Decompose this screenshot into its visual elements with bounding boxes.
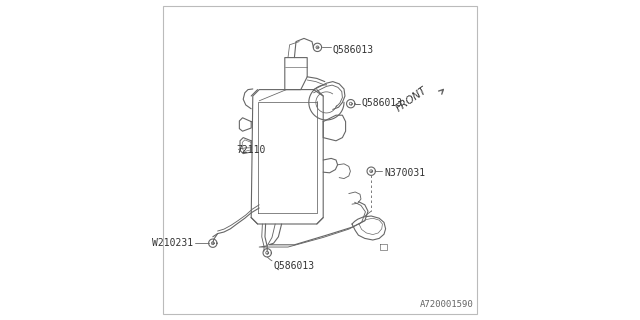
Text: FRONT: FRONT: [394, 85, 429, 114]
Text: Q586013: Q586013: [333, 44, 374, 55]
Text: Q586013: Q586013: [274, 261, 315, 271]
Text: Q586013: Q586013: [362, 97, 403, 108]
Text: 72110: 72110: [237, 145, 266, 156]
Text: N370031: N370031: [384, 168, 425, 178]
Text: A720001590: A720001590: [420, 300, 474, 309]
Text: W210231: W210231: [152, 238, 193, 248]
